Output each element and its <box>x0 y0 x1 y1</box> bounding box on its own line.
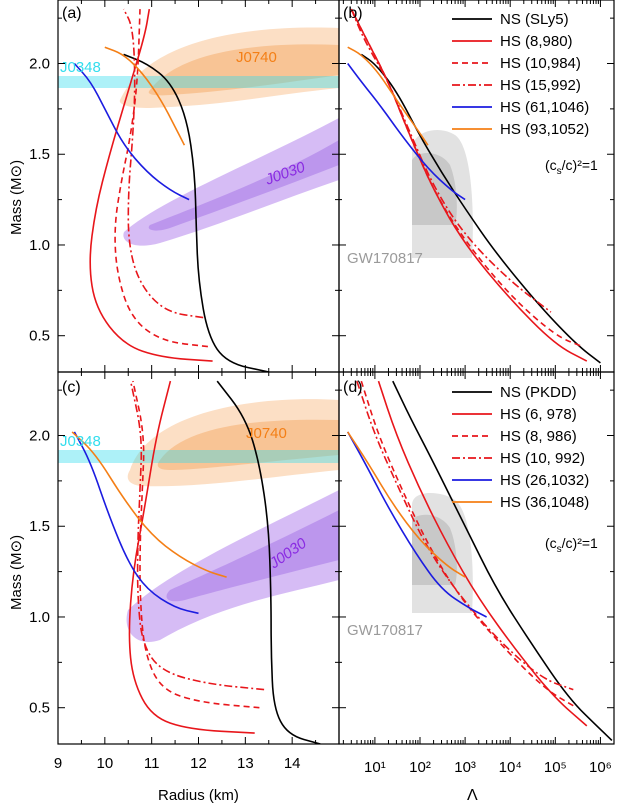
tick-label: 2.0 <box>29 56 50 73</box>
tick-label: 1.5 <box>29 146 50 163</box>
series-b-0 <box>360 53 601 364</box>
tick-label: 10⁴ <box>499 759 522 776</box>
tick-label: 0.5 <box>29 700 50 717</box>
series-a-1 <box>89 8 213 362</box>
panel-label-a: (a) <box>62 5 82 22</box>
legend-label: NS (PKDD) <box>500 384 577 401</box>
label-j0740-c: J0740 <box>246 425 287 442</box>
series-c-5 <box>71 431 227 578</box>
label-gw170817-d: GW170817 <box>347 622 423 639</box>
frame-d <box>338 371 615 745</box>
legend-label: HS (61,1046) <box>500 99 589 116</box>
panel-b: (b) GW170817 NS (SLy5) HS (8,980) HS (10,9… <box>338 0 615 373</box>
ylabel-a: Mass (M⊙) <box>8 160 25 235</box>
series-d-4 <box>347 431 487 618</box>
panel-d: (d) GW170817 NS (PKDD) HS (6, 978) HS (8, … <box>338 371 615 745</box>
legend-label: HS (10,984) <box>500 55 581 72</box>
j0348-band-c <box>58 450 339 463</box>
xlabel-d: Λ <box>467 787 478 804</box>
legend-d: NS (PKDD) HS (6, 978) HS (8, 986) HS (10, 9… <box>452 384 589 511</box>
tick-label: 1.5 <box>29 518 50 535</box>
series-d-5 <box>347 431 466 578</box>
series-c-3 <box>129 380 265 691</box>
legend-label: HS (6, 978) <box>500 406 577 423</box>
label-j0740-a: J0740 <box>236 49 277 66</box>
j0030-region-c <box>126 490 339 642</box>
panel-c: (c) J0348 J0740 J0030 <box>57 371 340 745</box>
legend-label: HS (8,980) <box>500 33 573 50</box>
xlabel-c: Radius (km) <box>158 787 239 804</box>
series-a-4 <box>73 62 190 201</box>
j0030-region-a <box>123 118 339 246</box>
label-j0348-a: J0348 <box>60 59 101 76</box>
tick-label: 14 <box>284 755 301 772</box>
tick-label: 1.0 <box>29 609 50 626</box>
series-b-3 <box>350 8 552 313</box>
panel-label-c: (c) <box>62 379 81 396</box>
series-c-1 <box>128 380 255 734</box>
ylabel-c: Mass (M⊙) <box>8 535 25 610</box>
tick-label: 10⁶ <box>589 759 612 776</box>
series-a-2 <box>114 9 208 348</box>
legend-label: HS (15,992) <box>500 77 581 94</box>
label-gw170817-b: GW170817 <box>347 250 423 267</box>
series-d-1 <box>377 380 588 727</box>
tick-label: 11 <box>144 755 160 772</box>
equation-d: (cs/c)²=1 <box>545 535 598 555</box>
tick-label: 10 <box>96 755 113 772</box>
legend-b: NS (SLy5) HS (8,980) HS (10,984) HS (15,992… <box>452 11 589 138</box>
tick-label: 10³ <box>454 759 476 776</box>
series-b-4 <box>347 63 466 201</box>
series-a-5 <box>104 46 186 146</box>
label-j0348-c: J0348 <box>60 433 101 450</box>
series-d-2 <box>360 380 578 709</box>
tick-label: 10¹ <box>364 759 386 776</box>
series-c-4 <box>73 431 199 615</box>
legend-label: HS (93,1052) <box>500 121 589 138</box>
j0740-region-c <box>127 399 339 487</box>
legend-label: HS (10, 992) <box>500 450 585 467</box>
tick-label: 0.5 <box>29 328 50 345</box>
series-c-2 <box>132 380 260 709</box>
legend-label: HS (36,1048) <box>500 494 589 511</box>
series-d-0 <box>392 380 613 741</box>
series-b-2 <box>350 8 583 348</box>
tick-label: 12 <box>190 755 207 772</box>
tick-label: 2.0 <box>29 428 50 445</box>
panel-label-d: (d) <box>343 379 363 396</box>
j0348-band-a <box>58 76 339 88</box>
panel-a: (a) J0348 J0740 J0030 <box>57 0 340 373</box>
tick-label: 1.0 <box>29 237 50 254</box>
legend-label: HS (26,1032) <box>500 472 589 489</box>
panel-label-b: (b) <box>343 5 363 22</box>
series-c-0 <box>216 380 321 744</box>
tick-label: 10² <box>409 759 431 776</box>
legend-label: NS (SLy5) <box>500 11 569 28</box>
axes-ticks: 0.5 1.0 1.5 2.0 0.5 1.0 1.5 2.0 9 10 11 12 13 14 10¹ 10… <box>29 0 615 776</box>
j0740-region-a <box>119 27 339 108</box>
legend-label: HS (8, 986) <box>500 428 577 445</box>
equation-b: (cs/c)²=1 <box>545 157 598 177</box>
series-b-5 <box>347 46 429 146</box>
tick-label: 9 <box>54 755 62 772</box>
tick-label: 10⁵ <box>544 759 567 776</box>
tick-label: 13 <box>237 755 254 772</box>
series-a-0 <box>123 53 269 372</box>
